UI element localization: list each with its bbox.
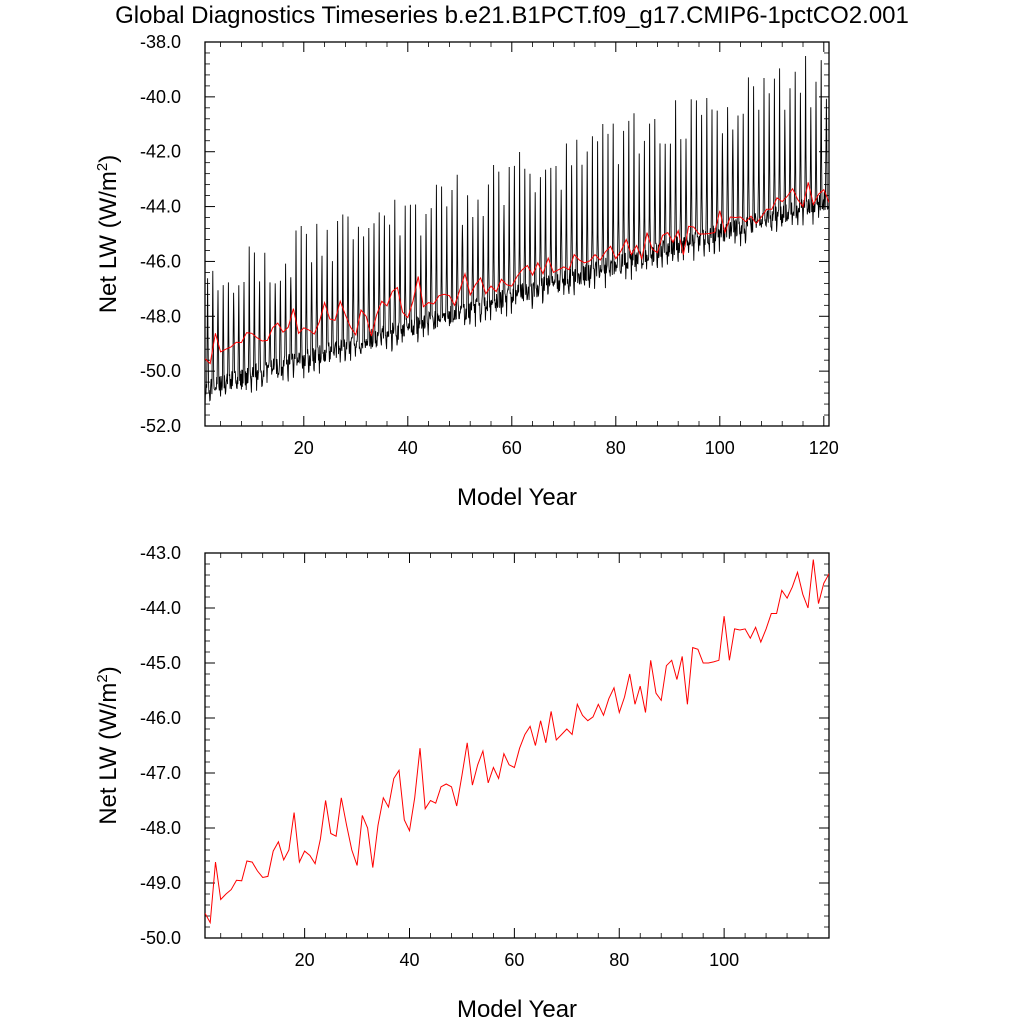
y-tick-label: -44.0	[140, 197, 181, 217]
y-tick-label: -45.0	[140, 653, 181, 673]
y-tick-label: -46.0	[140, 251, 181, 271]
x-tick-label: 40	[399, 950, 419, 970]
x-axis-label: Model Year	[457, 484, 577, 511]
x-axis-label: Model Year	[457, 996, 577, 1023]
top-panel: -52.0 -50.0 -48.0 -46.0 -44.0 -42.0 -40.0 -38.0…	[94, 32, 839, 511]
x-tick-label: 80	[609, 950, 629, 970]
chart-title: Global Diagnostics Timeseries b.e21.B1PC…	[115, 2, 909, 29]
x-tick-label: 20	[295, 950, 315, 970]
y-tick-label: -49.0	[140, 873, 181, 893]
x-tick-label: 120	[809, 438, 839, 458]
annual-series-line	[205, 559, 829, 925]
x-tick-label: 40	[398, 438, 418, 458]
y-tick-label: -38.0	[140, 32, 181, 52]
y-axis-label: Net LW (W/m2)	[94, 666, 122, 825]
monthly-series-line	[205, 55, 829, 408]
x-tick-label: 80	[606, 438, 626, 458]
y-tick-label: -46.0	[140, 708, 181, 728]
y-tick-label: -52.0	[140, 416, 181, 436]
y-tick-label: -40.0	[140, 87, 181, 107]
y-tick-label: -47.0	[140, 763, 181, 783]
y-tick-label: -48.0	[140, 306, 181, 326]
annual-series-line	[205, 182, 829, 365]
x-tick-label: 60	[504, 950, 524, 970]
y-axis-label: Net LW (W/m2)	[94, 155, 122, 314]
y-tick-label: -44.0	[140, 598, 181, 618]
bottom-panel: -50.0 -49.0 -48.0 -47.0 -46.0 -45.0 -44.0 -43.0…	[94, 543, 830, 1023]
y-tick-label: -43.0	[140, 543, 181, 563]
x-tick-label: 20	[294, 438, 314, 458]
y-tick-label: -50.0	[140, 928, 181, 948]
x-tick-label: 60	[502, 438, 522, 458]
plot-frame	[204, 552, 830, 939]
y-tick-label: -42.0	[140, 142, 181, 162]
x-tick-label: 100	[705, 438, 735, 458]
y-tick-label: -50.0	[140, 361, 181, 381]
x-tick-label: 100	[709, 950, 739, 970]
plot-frame	[204, 41, 830, 427]
y-tick-label: -48.0	[140, 818, 181, 838]
